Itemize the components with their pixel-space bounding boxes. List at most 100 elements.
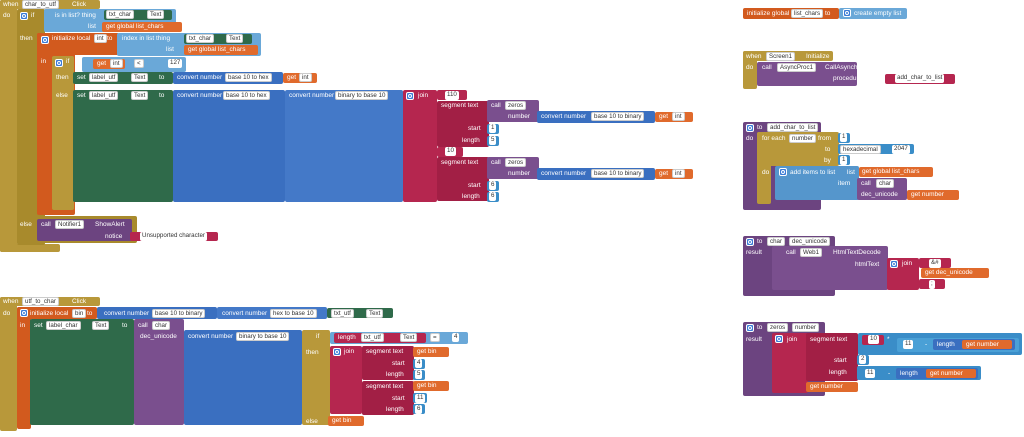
n11-b[interactable]: 11 [865, 369, 876, 378]
hexadecimal-dropdown[interactable]: hexadecimal [840, 145, 881, 154]
zeros-param[interactable]: number [792, 323, 819, 332]
get-global-list-chars-2[interactable]: get global list_chars [188, 46, 246, 53]
char-proc-dropdown-2[interactable]: char [876, 179, 895, 188]
char-proc-gear-icon[interactable] [746, 238, 754, 246]
screen-dropdown[interactable]: Screen1 [766, 52, 796, 61]
get-number-2[interactable]: get number [966, 341, 999, 348]
get-bin-2[interactable]: get bin [417, 382, 437, 389]
from-1[interactable]: 1 [840, 133, 848, 142]
text-prop-dropdown[interactable]: Text [147, 10, 165, 19]
proc-gear-icon[interactable] [746, 124, 754, 132]
length-5-b[interactable]: 5 [415, 370, 423, 379]
get-dec-unicode[interactable]: get dec_unicode [925, 269, 973, 276]
int-var-dropdown[interactable]: int [110, 59, 123, 68]
n110-text[interactable]: 110 [445, 91, 459, 100]
char-proc-name[interactable]: char [767, 237, 786, 246]
add-items-gear-icon[interactable] [779, 168, 787, 176]
text-prop-dropdown-3[interactable]: Text [131, 73, 149, 82]
get-global-list-chars-3[interactable]: get global list_chars [862, 168, 920, 175]
get-number-3[interactable]: get number [930, 370, 963, 377]
get-number[interactable]: get number [911, 191, 944, 198]
local-bin-name[interactable]: bin [72, 309, 87, 318]
async-dropdown[interactable]: AsyncProc1 [777, 63, 817, 72]
binary-to-base10-dropdown-2[interactable]: binary to base 10 [236, 332, 290, 341]
component-dropdown[interactable]: char_to_utf [22, 0, 59, 9]
txt-utf-dropdown-2[interactable]: txt_utf [361, 333, 384, 342]
semi-text[interactable]: ; [929, 280, 935, 289]
zeros-proc-gear-icon[interactable] [746, 324, 754, 332]
n11-a[interactable]: 11 [903, 340, 914, 349]
get-bin[interactable]: get bin [417, 348, 437, 355]
inner-if-gear-icon[interactable] [55, 59, 63, 67]
char-param[interactable]: dec_unicode [789, 237, 831, 246]
txt-char-dropdown[interactable]: txt_char [106, 10, 135, 19]
base10-to-binary-dropdown-3[interactable]: base 10 to binary [152, 309, 206, 318]
base10-to-binary-dropdown-2[interactable]: base 10 to binary [591, 169, 645, 178]
init-local-gear-icon-2[interactable] [20, 309, 28, 317]
join-gear-icon-2[interactable] [333, 348, 341, 356]
text-prop-dropdown-6[interactable]: Text [92, 321, 110, 330]
length-6-b[interactable]: 6 [415, 405, 423, 414]
web-dropdown[interactable]: Web1 [800, 248, 823, 257]
label-utf-dropdown-2[interactable]: label_utf [89, 91, 119, 100]
binary-to-base10-dropdown[interactable]: binary to base 10 [335, 91, 389, 100]
notifier-dropdown[interactable]: Notifier1 [55, 220, 85, 229]
txt-char-dropdown-2[interactable]: txt_char [186, 34, 215, 43]
hex-to-base10-dropdown[interactable]: hex to base 10 [270, 309, 317, 318]
text-prop-dropdown-5[interactable]: Text [366, 309, 384, 318]
init-local-gear-icon[interactable] [41, 36, 49, 44]
base10-to-binary-dropdown[interactable]: base 10 to binary [591, 112, 645, 121]
proc-name[interactable]: add_char_to_list [767, 123, 819, 132]
component-dropdown-2[interactable]: utf_to_char [22, 297, 59, 306]
to-2047[interactable]: 2047 [892, 145, 910, 154]
length-5[interactable]: 5 [489, 136, 497, 145]
unsupported-text[interactable]: Unsupported character [140, 232, 207, 241]
for-number-var[interactable]: number [789, 134, 816, 143]
int-var-dropdown-3[interactable]: int [672, 112, 685, 121]
by-1[interactable]: 1 [840, 156, 848, 165]
char-proc-dropdown[interactable]: char [152, 321, 171, 330]
join-gear-icon-3[interactable] [890, 260, 898, 268]
label-utf-dropdown[interactable]: label_utf [89, 73, 119, 82]
text-prop-dropdown-2[interactable]: Text [226, 34, 244, 43]
zeros-proc-name[interactable]: zeros [767, 323, 789, 332]
base10-to-hex-dropdown-2[interactable]: base 10 to hex [223, 91, 270, 100]
amp-text[interactable]: &# [929, 259, 941, 268]
start-1[interactable]: 1 [489, 124, 497, 133]
n10-text[interactable]: 10 [445, 147, 456, 156]
int-var-dropdown-2[interactable]: int [299, 73, 312, 82]
get-global-list-chars[interactable]: get global list_chars [106, 23, 164, 30]
base10-to-hex-dropdown[interactable]: base 10 to hex [225, 73, 272, 82]
get-number-4[interactable]: get number [810, 383, 843, 390]
length-6[interactable]: 6 [489, 192, 497, 201]
get-int[interactable]: get [97, 60, 107, 67]
join-gear-icon[interactable] [406, 92, 414, 100]
zeros-dropdown-2[interactable]: zeros [505, 158, 527, 167]
create-list-gear-icon[interactable] [843, 9, 851, 17]
get-int-2[interactable]: get [287, 74, 297, 81]
n4[interactable]: 4 [452, 333, 460, 342]
zeros-dropdown[interactable]: zeros [505, 101, 527, 110]
start-2[interactable]: 2 [859, 355, 867, 364]
n10-text-2[interactable]: 10 [868, 335, 879, 344]
get-bin-3[interactable]: get bin [332, 417, 352, 424]
start-4[interactable]: 4 [415, 359, 423, 368]
proc-name-value[interactable]: add_char_to_list [895, 74, 945, 83]
get-int-4[interactable]: get [659, 170, 669, 177]
local-int-name[interactable]: int [94, 34, 107, 43]
event-label: Click [72, 1, 87, 8]
n127[interactable]: 127 [168, 59, 183, 68]
eq-operator[interactable]: = [430, 333, 440, 342]
join-gear-icon-4[interactable] [775, 335, 783, 343]
label-char-dropdown[interactable]: label_char [46, 321, 81, 330]
global-name[interactable]: list_chars [791, 9, 824, 18]
lt-operator[interactable]: < [134, 59, 144, 68]
text-prop-dropdown-7[interactable]: Text [400, 333, 418, 342]
if-gear-icon[interactable] [20, 12, 28, 20]
int-var-dropdown-4[interactable]: int [672, 169, 685, 178]
get-int-3[interactable]: get [659, 113, 669, 120]
start-6[interactable]: 6 [489, 181, 497, 190]
text-prop-dropdown-4[interactable]: Text [131, 91, 149, 100]
txt-utf-dropdown[interactable]: txt_utf [331, 309, 354, 318]
start-11[interactable]: 11 [415, 394, 426, 403]
